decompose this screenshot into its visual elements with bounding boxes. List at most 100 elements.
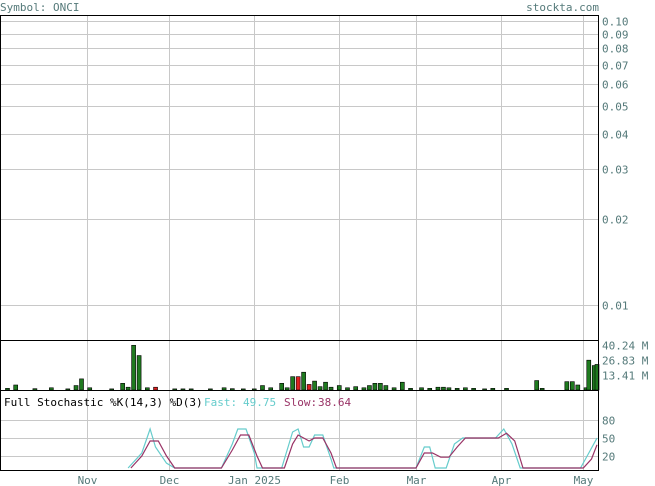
volume-bar xyxy=(65,388,71,391)
volume-bar xyxy=(534,380,539,391)
volume-bar xyxy=(49,387,54,391)
volume-bar xyxy=(471,388,476,391)
volume-bar xyxy=(427,388,433,391)
volume-bar xyxy=(136,355,142,391)
stochastic-tick-label: 80 xyxy=(602,415,615,428)
volume-bar xyxy=(120,383,125,391)
price-tick-label: 0.07 xyxy=(602,60,629,73)
x-tick-label: Jan 2025 xyxy=(228,474,281,486)
price-tick-label: 0.10 xyxy=(602,16,629,29)
volume-bar xyxy=(454,388,460,391)
x-tick-label: Dec xyxy=(160,474,180,486)
price-tick-label: 0.04 xyxy=(602,129,629,142)
volume-tick-label: 40.24 M xyxy=(602,340,649,353)
volume-bar xyxy=(372,383,378,391)
volume-bar xyxy=(306,384,312,391)
volume-bar xyxy=(317,386,323,391)
volume-bar xyxy=(490,388,496,391)
price-tick-label: 0.06 xyxy=(602,79,629,92)
volume-bar xyxy=(383,385,389,391)
volume-bar xyxy=(400,381,405,391)
volume-bar xyxy=(208,388,213,391)
axis-labels: 0.100.090.08 0.07 0.06 0.05 0.04 0.03 0.02 0.01… xyxy=(78,16,649,486)
volume-bar xyxy=(312,380,317,391)
price-tick-label: 0.05 xyxy=(602,101,629,114)
x-tick-label: Nov xyxy=(78,474,98,486)
symbol-label: Symbol: ONCI xyxy=(0,1,79,14)
volume-bar xyxy=(279,383,284,391)
volume-tick-label: 13.41 M xyxy=(602,370,649,383)
volume-bar xyxy=(172,388,178,391)
panel-frame xyxy=(0,15,599,341)
volume-bar xyxy=(73,385,79,391)
volume-bar xyxy=(435,386,441,391)
volume-bar xyxy=(586,359,592,391)
price-tick-label: 0.08 xyxy=(602,43,629,56)
volume-bar xyxy=(131,344,136,391)
volume-bar xyxy=(230,388,235,391)
volume-bar xyxy=(145,387,150,391)
panel-frame xyxy=(0,390,599,471)
x-tick-label: Mar xyxy=(407,474,427,486)
volume-bar xyxy=(153,386,158,391)
fast-label: Fast: xyxy=(204,396,237,409)
volume-bar xyxy=(180,388,186,391)
volume-bar xyxy=(32,388,38,391)
price-tick-label: 0.03 xyxy=(602,164,629,177)
site-name: stockta.com xyxy=(526,1,599,14)
volume-bar xyxy=(5,388,10,391)
volume-bar xyxy=(575,384,581,391)
volume-bar xyxy=(482,388,487,391)
volume-bar xyxy=(564,381,570,391)
price-tick-label: 0.01 xyxy=(602,300,629,313)
volume-bar xyxy=(284,387,290,391)
slow-line xyxy=(130,432,598,469)
volume-bar xyxy=(361,387,367,391)
volume-bar xyxy=(13,384,19,391)
volume-bar xyxy=(391,387,397,391)
volume-bar xyxy=(260,385,265,391)
volume-bar xyxy=(504,388,509,391)
volume-bar xyxy=(441,386,446,391)
stochastic-legend: Full Stochastic %K(14,3) %D(3) Fast: 49.… xyxy=(4,396,351,409)
volume-bar xyxy=(328,386,334,391)
price-tick-label: 0.02 xyxy=(602,214,629,227)
x-tick-label: Apr xyxy=(492,474,512,486)
volume-bar xyxy=(268,387,274,391)
volume-bar xyxy=(188,388,194,391)
slow-value: 38.64 xyxy=(318,396,351,409)
volume-bar xyxy=(290,376,295,391)
volume-bar xyxy=(295,376,301,391)
volume-bar xyxy=(345,387,350,391)
price-tick-label: 0.09 xyxy=(602,29,629,42)
stochastic-tick-label: 20 xyxy=(602,451,615,464)
panel-frames xyxy=(0,15,599,471)
volume-bar xyxy=(353,386,359,391)
fast-value: 49.75 xyxy=(243,396,276,409)
volume-bar xyxy=(109,388,114,391)
volume-bar xyxy=(419,387,424,391)
volume-bar xyxy=(446,387,452,391)
x-tick-label: Feb xyxy=(330,474,350,486)
stochastic-title: Full Stochastic %K(14,3) %D(3) xyxy=(4,396,203,409)
volume-bars xyxy=(5,344,600,391)
fast-line xyxy=(127,427,598,469)
volume-bar xyxy=(463,387,468,391)
volume-bar xyxy=(570,381,575,391)
grid-lines xyxy=(0,15,599,470)
volume-bar xyxy=(336,385,342,391)
volume-bar xyxy=(378,383,383,391)
volume-bar xyxy=(408,388,413,391)
volume-bar xyxy=(87,387,93,391)
volume-bar xyxy=(251,388,257,391)
volume-bar xyxy=(539,388,545,391)
volume-bar xyxy=(240,388,246,391)
volume-bar xyxy=(367,385,372,391)
volume-bar xyxy=(79,378,84,391)
volume-bar xyxy=(301,371,306,391)
slow-label: Slow: xyxy=(284,396,317,409)
volume-bar xyxy=(221,387,227,391)
volume-tick-label: 26.83 M xyxy=(602,355,649,368)
volume-bar xyxy=(125,386,131,391)
